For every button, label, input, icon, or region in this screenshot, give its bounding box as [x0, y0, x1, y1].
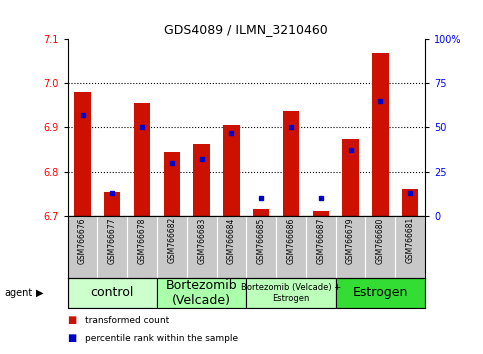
Text: GSM766677: GSM766677: [108, 217, 117, 264]
Bar: [372, 53, 388, 216]
Bar: [402, 189, 418, 216]
Bar: [283, 111, 299, 216]
Bar: [223, 125, 240, 216]
Bar: [104, 192, 120, 216]
Text: Estrogen: Estrogen: [353, 286, 408, 299]
Text: GSM766682: GSM766682: [168, 217, 176, 263]
Bar: [157, 278, 246, 308]
Bar: [68, 278, 157, 308]
Text: GSM766683: GSM766683: [197, 217, 206, 264]
Text: GSM766687: GSM766687: [316, 217, 325, 264]
Bar: [74, 92, 91, 216]
Text: GSM766686: GSM766686: [286, 217, 296, 264]
Bar: [336, 278, 425, 308]
Bar: [342, 138, 359, 216]
Text: GSM766676: GSM766676: [78, 217, 87, 264]
Text: GSM766679: GSM766679: [346, 217, 355, 264]
Bar: [134, 103, 150, 216]
Text: percentile rank within the sample: percentile rank within the sample: [85, 333, 238, 343]
Text: control: control: [91, 286, 134, 299]
Text: GSM766685: GSM766685: [257, 217, 266, 264]
Text: Bortezomib
(Velcade): Bortezomib (Velcade): [166, 279, 238, 307]
Text: GSM766684: GSM766684: [227, 217, 236, 264]
Text: ■: ■: [68, 333, 77, 343]
Text: ■: ■: [68, 315, 77, 325]
Text: transformed count: transformed count: [85, 316, 169, 325]
Text: Bortezomib (Velcade) +
Estrogen: Bortezomib (Velcade) + Estrogen: [241, 283, 341, 303]
Text: GSM766680: GSM766680: [376, 217, 385, 264]
Text: GDS4089 / ILMN_3210460: GDS4089 / ILMN_3210460: [164, 23, 328, 36]
Bar: [246, 278, 336, 308]
Bar: [313, 211, 329, 216]
Bar: [253, 209, 270, 216]
Text: agent: agent: [5, 288, 33, 298]
Text: GSM766681: GSM766681: [406, 217, 414, 263]
Bar: [194, 144, 210, 216]
Text: ▶: ▶: [36, 288, 44, 298]
Bar: [164, 152, 180, 216]
Text: GSM766678: GSM766678: [138, 217, 146, 264]
